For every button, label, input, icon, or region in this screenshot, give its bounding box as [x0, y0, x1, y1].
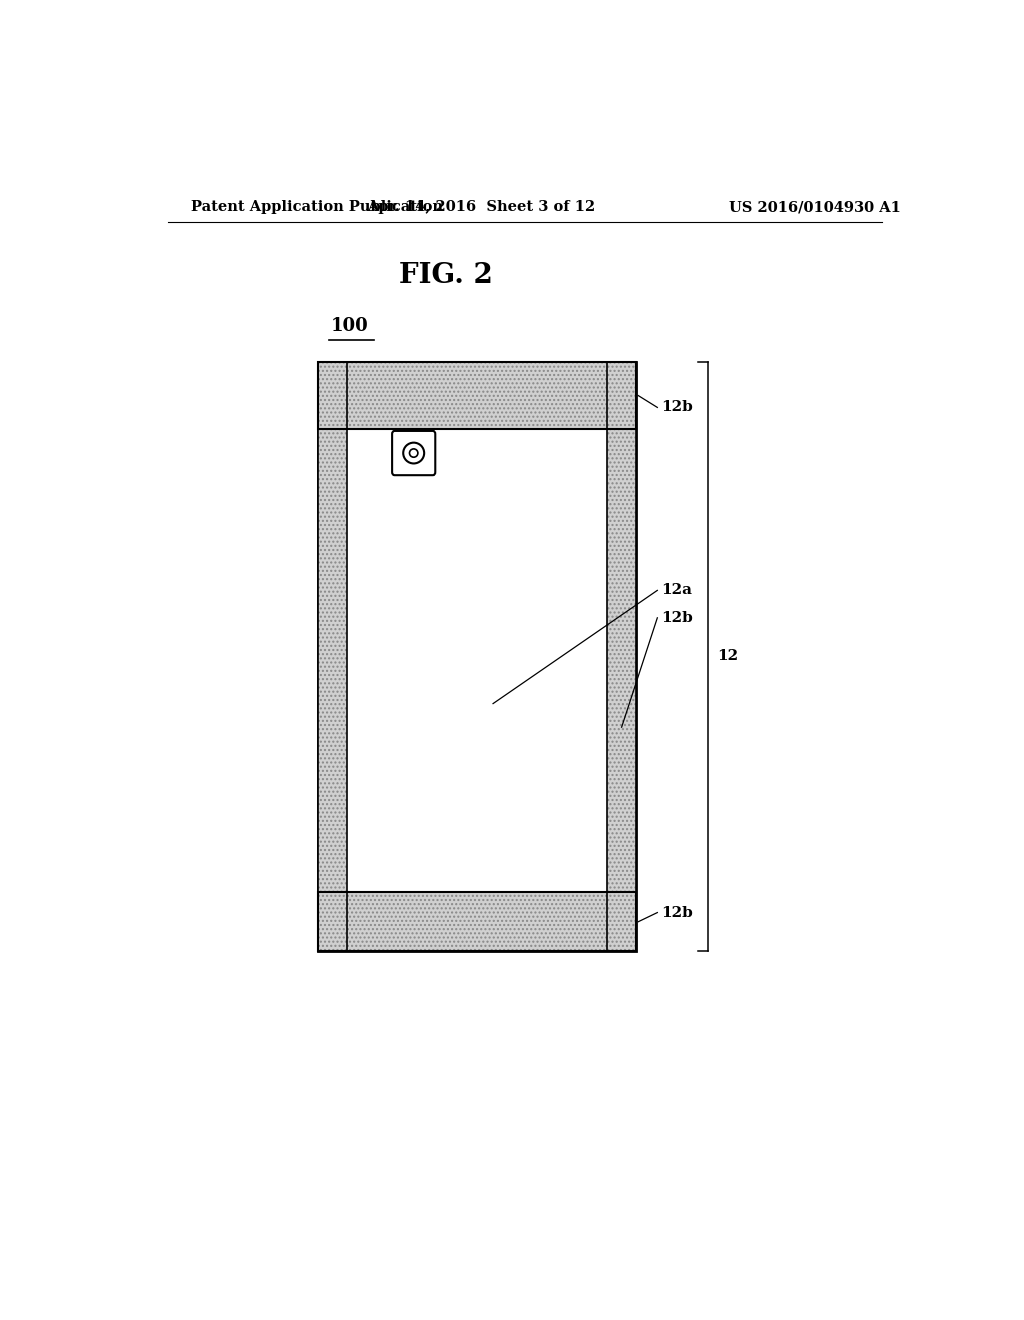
Ellipse shape [410, 449, 418, 457]
Bar [318, 892, 636, 952]
Text: 12: 12 [718, 649, 738, 664]
Text: 12b: 12b [662, 400, 693, 414]
Bar [318, 362, 636, 429]
Bar [607, 362, 636, 952]
Text: 12b: 12b [662, 611, 693, 624]
Text: Patent Application Publication: Patent Application Publication [191, 201, 443, 214]
Text: 100: 100 [331, 317, 368, 335]
Text: FIG. 2: FIG. 2 [398, 261, 493, 289]
Text: 12a: 12a [662, 583, 692, 598]
Text: Apr. 14, 2016  Sheet 3 of 12: Apr. 14, 2016 Sheet 3 of 12 [367, 201, 595, 214]
Bar [318, 362, 636, 952]
Bar [318, 362, 636, 429]
Bar [318, 892, 636, 952]
Bar [318, 362, 347, 952]
Ellipse shape [403, 442, 424, 463]
Text: 12b: 12b [662, 906, 693, 920]
FancyBboxPatch shape [392, 430, 435, 475]
Bar [607, 362, 636, 952]
Bar [318, 362, 347, 952]
Text: US 2016/0104930 A1: US 2016/0104930 A1 [728, 201, 900, 214]
